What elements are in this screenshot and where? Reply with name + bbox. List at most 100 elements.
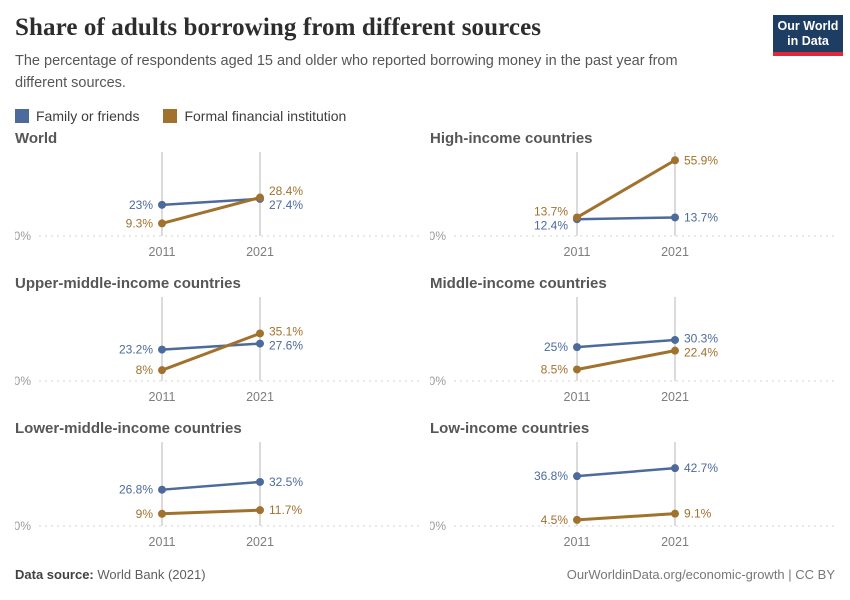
x-tick-2021: 2021: [246, 245, 274, 259]
page-subtitle: The percentage of respondents aged 15 an…: [15, 53, 678, 91]
value-label-formal-financial-institution-2011: 8.5%: [541, 362, 569, 376]
value-label-formal-financial-institution-2011: 13.7%: [534, 204, 568, 218]
line-formal-financial-institution: [575, 158, 677, 219]
point-formal-financial-institution-2011[interactable]: [573, 365, 581, 374]
value-label-formal-financial-institution-2021: 55.9%: [684, 153, 718, 167]
data-source-label: Data source:: [15, 567, 94, 582]
owid-logo-line2: in Data: [787, 34, 829, 48]
value-label-family-or-friends-2011: 25%: [544, 340, 568, 354]
value-label-family-or-friends-2021: 42.7%: [684, 461, 718, 475]
x-tick-2011: 2011: [149, 535, 176, 549]
value-label-formal-financial-institution-2011: 8%: [136, 363, 154, 377]
panel-title: High-income countries: [430, 130, 593, 147]
y-axis-zero-label: 0%: [430, 229, 446, 243]
value-label-family-or-friends-2011: 26.8%: [119, 483, 153, 497]
point-family-or-friends-2021[interactable]: [671, 464, 679, 473]
line-formal-financial-institution: [160, 508, 262, 516]
value-label-formal-financial-institution-2011: 9.3%: [126, 216, 154, 230]
legend-swatch-family-or-friends: [15, 108, 29, 123]
line-family-or-friends: [160, 342, 262, 351]
point-family-or-friends-2011[interactable]: [158, 345, 166, 354]
x-tick-2011: 2011: [564, 535, 591, 549]
panel-upper-middle-income-countries: Upper-middle-income countries 0% 2011 2021 2…: [15, 271, 430, 416]
panel-chart: 0% 2011 2021 25% 8.5% 30.3%22.4%: [430, 297, 836, 404]
x-tick-2021: 2021: [661, 535, 689, 549]
legend-item-formal-financial-institution[interactable]: Formal financial institution: [163, 108, 346, 124]
y-axis-zero-label: 0%: [15, 519, 31, 533]
x-tick-2021: 2021: [661, 390, 689, 404]
panel-low-income-countries: Low-income countries 0% 2011 2021 36.8% 4.5% 4…: [430, 416, 840, 561]
legend-label: Family or friends: [36, 107, 140, 124]
value-label-formal-financial-institution-2011: 4.5%: [541, 513, 569, 527]
panel-middle-income-countries: Middle-income countries 0% 2011 2021 25% 8.5%…: [430, 271, 840, 416]
value-label-formal-financial-institution-2011: 9%: [136, 507, 154, 521]
point-formal-financial-institution-2011[interactable]: [573, 213, 581, 222]
point-family-or-friends-2011[interactable]: [573, 472, 581, 481]
panel-title: Upper-middle-income countries: [15, 275, 241, 292]
small-multiples-grid: World 0% 2011 2021 23% 9.3% 27.4% 28.4% High-inc…: [15, 126, 840, 561]
value-label-family-or-friends-2021: 32.5%: [269, 475, 303, 489]
owid-logo-line1: Our World: [777, 19, 839, 33]
line-family-or-friends: [575, 338, 677, 349]
point-formal-financial-institution-2021[interactable]: [256, 329, 264, 338]
point-family-or-friends-2011[interactable]: [158, 485, 166, 494]
value-label-formal-financial-institution-2021: 9.1%: [684, 507, 712, 521]
legend-label: Formal financial institution: [184, 107, 347, 124]
panel-title: Low-income countries: [430, 420, 590, 437]
data-source-value: World Bank (2021): [97, 567, 206, 582]
point-formal-financial-institution-2021[interactable]: [671, 509, 679, 518]
point-formal-financial-institution-2011[interactable]: [158, 509, 166, 518]
panel-high-income-countries: High-income countries 0% 2011 2021 12.4% 13.7…: [430, 126, 840, 271]
y-axis-zero-label: 0%: [430, 374, 446, 388]
panel-chart: 0% 2011 2021 36.8% 4.5% 42.7% 9.1%: [430, 442, 836, 549]
line-family-or-friends: [160, 480, 262, 491]
legend-swatch-formal-financial-institution: [163, 108, 178, 123]
point-family-or-friends-2021[interactable]: [671, 335, 679, 344]
line-formal-financial-institution: [160, 331, 262, 372]
attribution-link[interactable]: OurWorldinData.org/economic-growth | CC …: [566, 567, 835, 582]
legend: Family or friends Formal financial insti…: [15, 108, 835, 124]
panel-chart: 0% 2011 2021 26.8% 9% 32.5% 11.7%: [15, 442, 421, 549]
point-formal-financial-institution-2021[interactable]: [256, 506, 264, 515]
x-tick-2011: 2011: [564, 245, 591, 259]
point-formal-financial-institution-2021[interactable]: [671, 346, 679, 355]
point-family-or-friends-2021[interactable]: [256, 477, 264, 486]
point-formal-financial-institution-2011[interactable]: [573, 515, 581, 524]
point-family-or-friends-2011[interactable]: [573, 343, 581, 352]
value-label-family-or-friends-2011: 36.8%: [534, 469, 568, 483]
x-tick-2021: 2021: [246, 390, 274, 404]
y-axis-zero-label: 0%: [15, 374, 31, 388]
value-label-family-or-friends-2021: 27.4%: [269, 198, 303, 212]
value-label-family-or-friends-2021: 30.3%: [684, 331, 718, 345]
value-label-family-or-friends-2011: 23.2%: [119, 343, 153, 357]
legend-item-family-or-friends[interactable]: Family or friends: [15, 108, 139, 124]
x-tick-2011: 2011: [149, 390, 176, 404]
line-formal-financial-institution: [575, 512, 677, 522]
point-family-or-friends-2011[interactable]: [158, 200, 166, 209]
point-family-or-friends-2021[interactable]: [671, 213, 679, 222]
point-formal-financial-institution-2011[interactable]: [158, 366, 166, 375]
panel-world: World 0% 2011 2021 23% 9.3% 27.4% 28.4%: [15, 126, 430, 271]
x-tick-2021: 2021: [661, 245, 689, 259]
chart-footer: Data source: World Bank (2021) OurWorldi…: [15, 567, 835, 582]
line-family-or-friends: [575, 466, 677, 478]
value-label-formal-financial-institution-2021: 28.4%: [269, 184, 303, 198]
page-title: Share of adults borrowing from different…: [15, 14, 542, 41]
panel-chart: 0% 2011 2021 23.2% 8% 27.6%35.1%: [15, 297, 421, 404]
y-axis-zero-label: 0%: [430, 519, 446, 533]
x-tick-2011: 2011: [564, 390, 591, 404]
value-label-formal-financial-institution-2021: 11.7%: [269, 503, 302, 517]
point-formal-financial-institution-2021[interactable]: [671, 156, 679, 165]
value-label-family-or-friends-2011: 23%: [129, 198, 153, 212]
point-formal-financial-institution-2021[interactable]: [256, 193, 264, 202]
line-family-or-friends: [575, 216, 677, 221]
data-source-note: Data source: World Bank (2021): [15, 567, 206, 582]
value-label-family-or-friends-2011: 12.4%: [534, 218, 568, 232]
point-family-or-friends-2021[interactable]: [256, 339, 264, 348]
value-label-family-or-friends-2021: 27.6%: [269, 339, 303, 353]
panel-title: Middle-income countries: [430, 275, 607, 292]
point-formal-financial-institution-2011[interactable]: [158, 219, 166, 228]
panel-chart: 0% 2011 2021 23% 9.3% 27.4%28.4%: [15, 152, 421, 259]
panel-lower-middle-income-countries: Lower-middle-income countries 0% 2011 2021 2…: [15, 416, 430, 561]
